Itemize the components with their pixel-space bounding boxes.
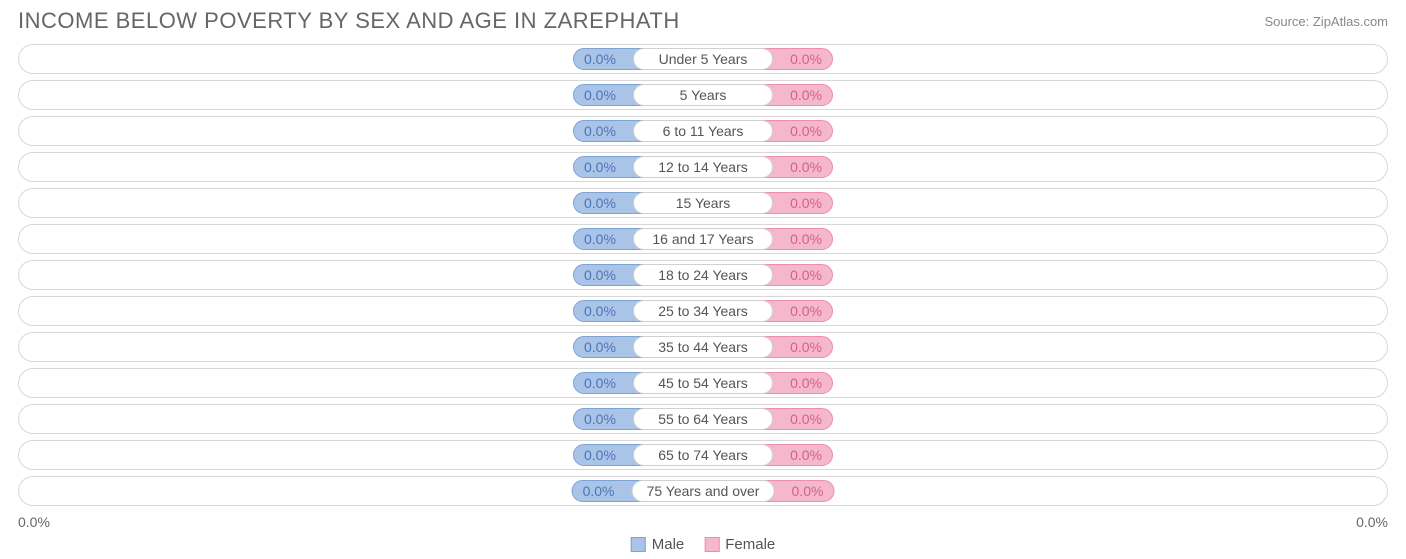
age-label: 15 Years — [633, 192, 773, 214]
row-center-group: 0.0%25 to 34 Years0.0% — [573, 300, 833, 322]
chart-row: 0.0%5 Years0.0% — [18, 80, 1388, 110]
female-bar: 0.0% — [763, 408, 833, 430]
row-center-group: 0.0%35 to 44 Years0.0% — [573, 336, 833, 358]
header: INCOME BELOW POVERTY BY SEX AND AGE IN Z… — [0, 0, 1406, 38]
chart-row: 0.0%65 to 74 Years0.0% — [18, 440, 1388, 470]
age-label: 55 to 64 Years — [633, 408, 773, 430]
chart-row: 0.0%35 to 44 Years0.0% — [18, 332, 1388, 362]
x-axis: 0.0% 0.0% — [0, 512, 1406, 530]
female-bar: 0.0% — [763, 192, 833, 214]
chart-row: 0.0%25 to 34 Years0.0% — [18, 296, 1388, 326]
age-label: 65 to 74 Years — [633, 444, 773, 466]
row-center-group: 0.0%6 to 11 Years0.0% — [573, 120, 833, 142]
chart-row: 0.0%15 Years0.0% — [18, 188, 1388, 218]
chart-row: 0.0%18 to 24 Years0.0% — [18, 260, 1388, 290]
legend: Male Female — [631, 536, 776, 553]
chart-row: 0.0%55 to 64 Years0.0% — [18, 404, 1388, 434]
female-bar: 0.0% — [763, 156, 833, 178]
legend-female-label: Female — [725, 536, 775, 553]
chart-row: 0.0%12 to 14 Years0.0% — [18, 152, 1388, 182]
row-center-group: 0.0%Under 5 Years0.0% — [573, 48, 833, 70]
legend-male-label: Male — [652, 536, 685, 553]
female-swatch-icon — [704, 537, 719, 552]
row-center-group: 0.0%75 Years and over0.0% — [572, 480, 835, 502]
chart-row: 0.0%45 to 54 Years0.0% — [18, 368, 1388, 398]
age-label: 75 Years and over — [632, 480, 775, 502]
axis-right-label: 0.0% — [1356, 514, 1388, 530]
female-bar: 0.0% — [763, 84, 833, 106]
chart-row: 0.0%75 Years and over0.0% — [18, 476, 1388, 506]
age-label: 16 and 17 Years — [633, 228, 773, 250]
row-center-group: 0.0%15 Years0.0% — [573, 192, 833, 214]
female-bar: 0.0% — [763, 336, 833, 358]
chart-area: 0.0%Under 5 Years0.0%0.0%5 Years0.0%0.0%… — [0, 38, 1406, 506]
female-bar: 0.0% — [763, 264, 833, 286]
female-bar: 0.0% — [763, 120, 833, 142]
chart-row: 0.0%16 and 17 Years0.0% — [18, 224, 1388, 254]
row-center-group: 0.0%45 to 54 Years0.0% — [573, 372, 833, 394]
row-center-group: 0.0%5 Years0.0% — [573, 84, 833, 106]
age-label: 25 to 34 Years — [633, 300, 773, 322]
age-label: 18 to 24 Years — [633, 264, 773, 286]
row-center-group: 0.0%18 to 24 Years0.0% — [573, 264, 833, 286]
chart-title: INCOME BELOW POVERTY BY SEX AND AGE IN Z… — [18, 8, 680, 34]
source-attribution: Source: ZipAtlas.com — [1264, 8, 1388, 29]
age-label: 45 to 54 Years — [633, 372, 773, 394]
age-label: 12 to 14 Years — [633, 156, 773, 178]
row-center-group: 0.0%12 to 14 Years0.0% — [573, 156, 833, 178]
chart-row: 0.0%Under 5 Years0.0% — [18, 44, 1388, 74]
legend-item-female: Female — [704, 536, 775, 553]
female-bar: 0.0% — [764, 480, 834, 502]
legend-item-male: Male — [631, 536, 685, 553]
age-label: 5 Years — [633, 84, 773, 106]
age-label: Under 5 Years — [633, 48, 773, 70]
female-bar: 0.0% — [763, 228, 833, 250]
female-bar: 0.0% — [763, 48, 833, 70]
female-bar: 0.0% — [763, 372, 833, 394]
male-swatch-icon — [631, 537, 646, 552]
row-center-group: 0.0%16 and 17 Years0.0% — [573, 228, 833, 250]
age-label: 35 to 44 Years — [633, 336, 773, 358]
axis-left-label: 0.0% — [18, 514, 50, 530]
chart-row: 0.0%6 to 11 Years0.0% — [18, 116, 1388, 146]
row-center-group: 0.0%65 to 74 Years0.0% — [573, 444, 833, 466]
age-label: 6 to 11 Years — [633, 120, 773, 142]
row-center-group: 0.0%55 to 64 Years0.0% — [573, 408, 833, 430]
female-bar: 0.0% — [763, 300, 833, 322]
female-bar: 0.0% — [763, 444, 833, 466]
